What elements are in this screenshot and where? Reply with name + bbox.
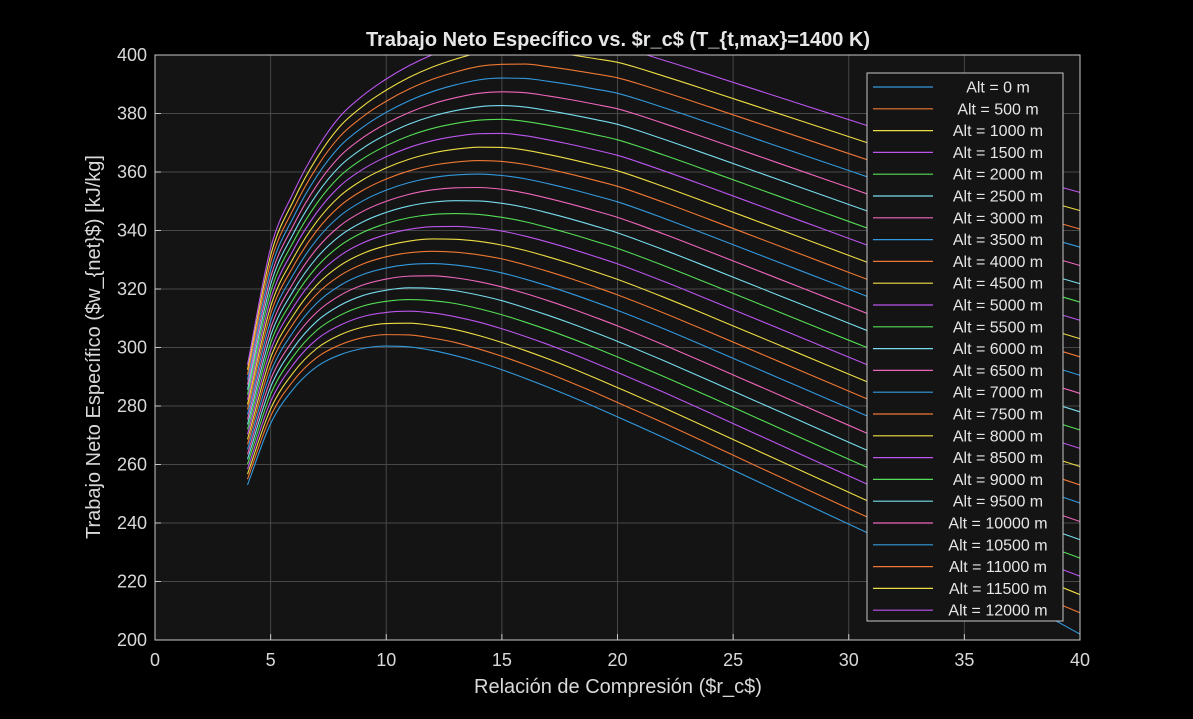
legend-entry-label: Alt = 7000 m xyxy=(953,385,1043,402)
legend-entry-label: Alt = 5000 m xyxy=(953,298,1043,315)
y-tick-label: 320 xyxy=(117,279,147,299)
legend-entry-label: Alt = 4000 m xyxy=(953,254,1043,271)
legend-entry-label: Alt = 10000 m xyxy=(948,516,1047,533)
y-tick-label: 260 xyxy=(117,455,147,475)
x-tick-label: 5 xyxy=(266,650,276,670)
legend-entry-label: Alt = 11500 m xyxy=(949,581,1047,598)
x-tick-label: 10 xyxy=(376,650,396,670)
legend-entry-label: Alt = 12000 m xyxy=(948,603,1047,620)
x-tick-label: 20 xyxy=(607,650,627,670)
y-tick-label: 360 xyxy=(117,162,147,182)
legend-entry-label: Alt = 1000 m xyxy=(953,123,1043,140)
y-axis-label: Trabajo Neto Específico ($w_{net}$) [kJ/… xyxy=(83,155,105,539)
legend-entry-label: Alt = 3000 m xyxy=(953,210,1043,227)
legend-entry-label: Alt = 10500 m xyxy=(948,537,1047,554)
y-tick-label: 300 xyxy=(117,338,147,358)
legend-entry-label: Alt = 0 m xyxy=(966,80,1030,97)
legend-entry-label: Alt = 7500 m xyxy=(953,407,1043,424)
x-tick-label: 0 xyxy=(150,650,160,670)
y-tick-label: 380 xyxy=(117,104,147,124)
legend-entry-label: Alt = 9500 m xyxy=(953,494,1043,511)
y-tick-label: 200 xyxy=(117,630,147,650)
legend-entry-label: Alt = 4500 m xyxy=(953,276,1043,293)
legend-entry-label: Alt = 2000 m xyxy=(953,167,1043,184)
legend-entry-label: Alt = 2500 m xyxy=(953,189,1043,206)
legend-entry-label: Alt = 6500 m xyxy=(953,363,1043,380)
legend-entry-label: Alt = 9000 m xyxy=(953,472,1043,489)
x-tick-label: 15 xyxy=(492,650,512,670)
ticks: 0 5 10 15 20 25 30 35 40 200 220 240 260 280 300 320 340… xyxy=(117,45,1090,670)
y-tick-label: 220 xyxy=(117,572,147,592)
legend-entry-label: Alt = 3500 m xyxy=(953,232,1043,249)
legend-entry-label: Alt = 5500 m xyxy=(953,319,1043,336)
legend-entry-label: Alt = 1500 m xyxy=(953,145,1043,162)
legend-entry-label: Alt = 6000 m xyxy=(953,341,1043,358)
legend-entry-label: Alt = 500 m xyxy=(957,101,1038,118)
y-tick-label: 400 xyxy=(117,45,147,65)
y-tick-label: 280 xyxy=(117,396,147,416)
legend-entry-label: Alt = 11000 m xyxy=(949,559,1047,576)
x-tick-label: 40 xyxy=(1070,650,1090,670)
legend-box xyxy=(866,72,1064,622)
x-tick-label: 25 xyxy=(723,650,743,670)
chart-title: Trabajo Neto Específico vs. $r_c$ (T_{t,… xyxy=(366,29,870,51)
legend-entry-label: Alt = 8000 m xyxy=(953,428,1043,445)
y-tick-label: 340 xyxy=(117,221,147,241)
y-tick-label: 240 xyxy=(117,513,147,533)
legend-entry-label: Alt = 8500 m xyxy=(953,450,1043,467)
x-axis-label: Relación de Compresión ($r_c$) xyxy=(474,676,762,698)
x-tick-label: 30 xyxy=(839,650,859,670)
x-tick-label: 35 xyxy=(954,650,974,670)
legend: Alt = 0 m Alt = 500 m Alt = 1000 m Alt = 15… xyxy=(866,72,1064,622)
